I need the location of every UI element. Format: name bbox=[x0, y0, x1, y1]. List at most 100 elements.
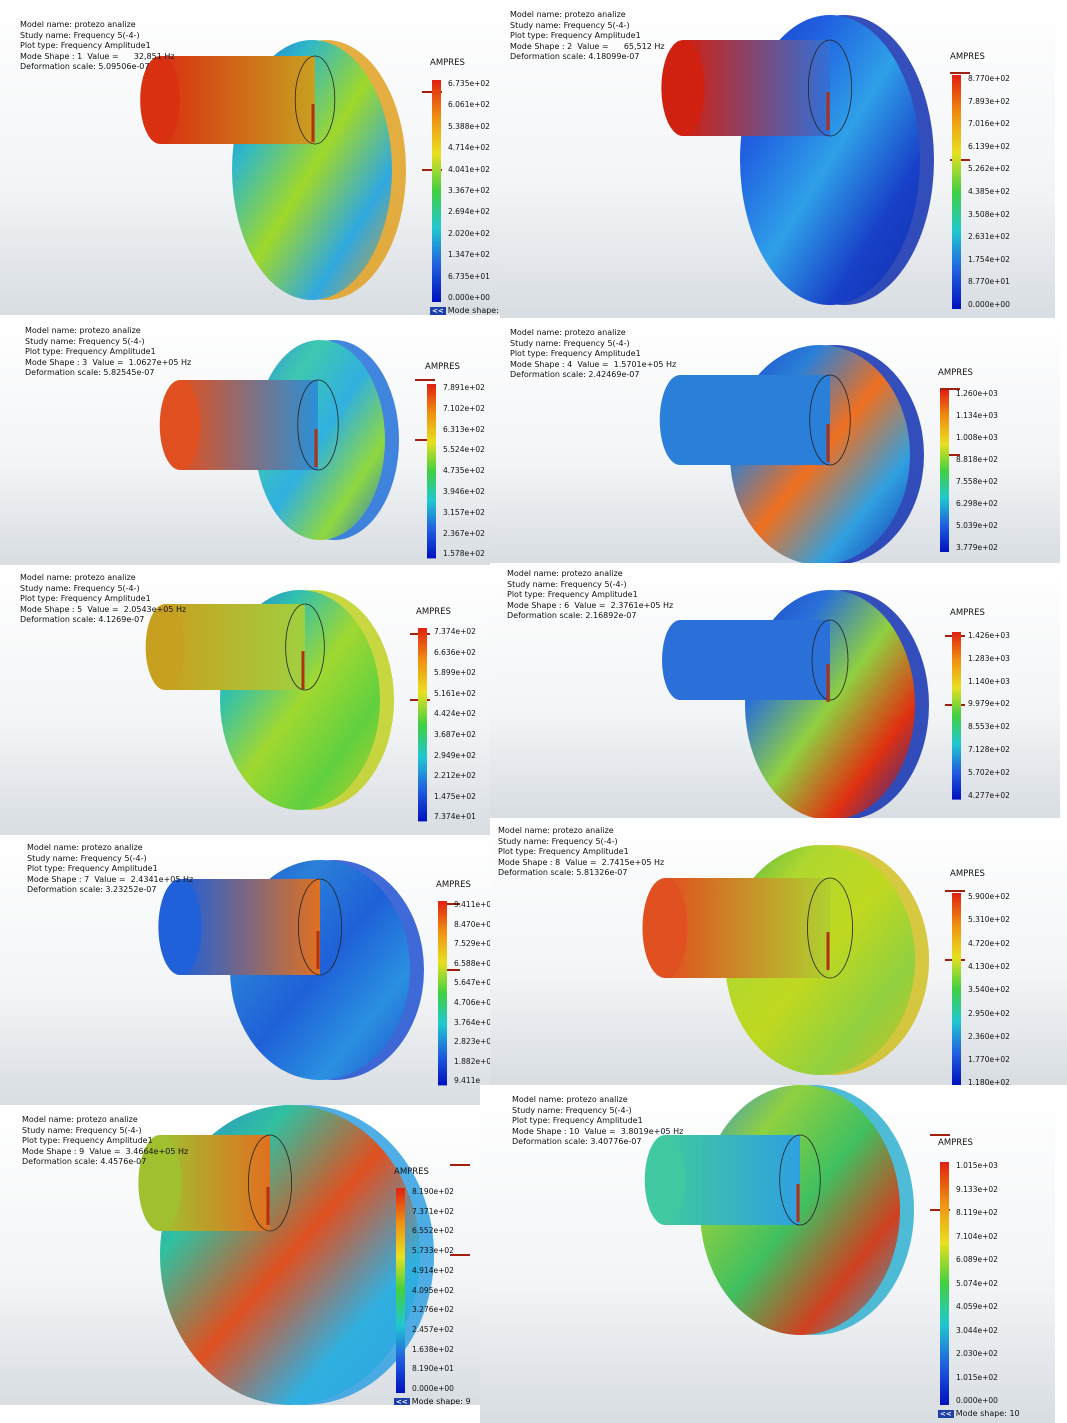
legend-label: 3.540e+02 bbox=[968, 985, 1010, 994]
legend-label: 6.298e+02 bbox=[956, 499, 998, 508]
legend-label: 2.030e+02 bbox=[956, 1349, 998, 1358]
legend-label: 4.059e+02 bbox=[956, 1302, 998, 1311]
legend-label: 2.020e+02 bbox=[448, 229, 490, 238]
legend-label: 2.360e+02 bbox=[968, 1032, 1010, 1041]
legend-label: 6.588e+0 bbox=[454, 959, 490, 968]
plot-info: Model name: protezo analizeStudy name: F… bbox=[27, 843, 193, 896]
legend-label: 1.015e+03 bbox=[956, 1161, 998, 1170]
legend-label: 7.102e+02 bbox=[443, 404, 485, 413]
color-bar bbox=[952, 632, 961, 800]
cylinder-end bbox=[662, 620, 698, 700]
legend-label: 7.529e+0 bbox=[454, 939, 490, 948]
mode-shape-label: Mode shape: 10 bbox=[956, 1409, 1020, 1418]
legend-label: 1.578e+02 bbox=[443, 549, 485, 558]
legend-label: 2.823e+0 bbox=[454, 1037, 490, 1046]
color-bar bbox=[952, 893, 961, 1085]
info-line: Deformation scale: 3.40776e-07 bbox=[512, 1137, 683, 1148]
legend-label: 7.893e+02 bbox=[968, 97, 1010, 106]
info-line: Study name: Frequency 5(-4-) bbox=[20, 31, 175, 42]
legend-label: 1.347e+02 bbox=[448, 250, 490, 259]
legend-label: 1.638e+02 bbox=[412, 1345, 454, 1354]
legend-label: 1.770e+02 bbox=[968, 1055, 1010, 1064]
info-line: Plot type: Frequency Amplitude1 bbox=[498, 847, 664, 858]
legend-label: 9.979e+02 bbox=[968, 699, 1010, 708]
cylinder bbox=[680, 375, 830, 465]
info-line: Study name: Frequency 5(-4-) bbox=[512, 1106, 683, 1117]
legend-label: 3.044e+02 bbox=[956, 1326, 998, 1335]
legend-label: 3.157e+02 bbox=[443, 508, 485, 517]
info-line: Model name: protezo analize bbox=[512, 1095, 683, 1106]
legend-label: 7.374e+01 bbox=[434, 812, 476, 821]
legend-label: 7.891e+02 bbox=[443, 383, 485, 392]
legend-label: 2.631e+02 bbox=[968, 232, 1010, 241]
legend-label: 5.262e+02 bbox=[968, 164, 1010, 173]
info-line: Mode Shape : 6 Value = 2.3761e+05 Hz bbox=[507, 601, 673, 612]
legend-label: 4.385e+02 bbox=[968, 187, 1010, 196]
legend-label: 2.694e+02 bbox=[448, 207, 490, 216]
legend-label: 8.119e+02 bbox=[956, 1208, 998, 1217]
legend-label: 1.475e+02 bbox=[434, 792, 476, 801]
legend-label: 5.039e+02 bbox=[956, 521, 998, 530]
color-bar bbox=[432, 80, 441, 302]
legend-label: 4.720e+02 bbox=[968, 939, 1010, 948]
legend-label: 4.714e+02 bbox=[448, 143, 490, 152]
info-line: Deformation scale: 5.82545e-07 bbox=[25, 368, 191, 379]
legend-label: 6.636e+02 bbox=[434, 648, 476, 657]
legend-title: AMPRES bbox=[938, 1138, 973, 1148]
cylinder bbox=[160, 56, 315, 144]
legend-label: 0.000e+00 bbox=[956, 1396, 998, 1405]
legend-label: 2.212e+02 bbox=[434, 771, 476, 780]
info-line: Mode Shape : 9 Value = 3.4664e+05 Hz bbox=[22, 1147, 188, 1158]
legend-label: 8.770e+02 bbox=[968, 74, 1010, 83]
legend-title: AMPRES bbox=[436, 880, 471, 890]
legend-label: 7.374e+02 bbox=[434, 627, 476, 636]
legend-label: 7.558e+02 bbox=[956, 477, 998, 486]
legend-label: 2.950e+02 bbox=[968, 1009, 1010, 1018]
legend-label: 3.276e+02 bbox=[412, 1305, 454, 1314]
legend-title: AMPRES bbox=[950, 869, 985, 879]
legend-label: 1.008e+03 bbox=[956, 433, 998, 442]
prev-button: << bbox=[394, 1398, 410, 1405]
legend-label: 5.524e+02 bbox=[443, 445, 485, 454]
legend-label: 4.041e+02 bbox=[448, 165, 490, 174]
legend-label: 6.735e+01 bbox=[448, 272, 490, 281]
info-line: Model name: protezo analize bbox=[25, 326, 191, 337]
legend-label: 1.882e+0 bbox=[454, 1057, 490, 1066]
legend-label: 7.371e+02 bbox=[412, 1207, 454, 1216]
legend-label: 3.764e+0 bbox=[454, 1018, 490, 1027]
info-line: Mode Shape : 4 Value = 1.5701e+05 Hz bbox=[510, 360, 676, 371]
legend-label: 0.000e+00 bbox=[968, 300, 1010, 309]
mode-shape-nav: <<Mode shape: 10 bbox=[938, 1409, 1020, 1418]
legend-label: 8.190e+01 bbox=[412, 1364, 454, 1373]
info-line: Deformation scale: 4.4576e-07 bbox=[22, 1157, 188, 1168]
legend-label: 3.508e+02 bbox=[968, 210, 1010, 219]
color-bar bbox=[940, 1162, 949, 1405]
plot-info: Model name: protezo analizeStudy name: F… bbox=[512, 1095, 683, 1148]
legend-label: 4.095e+02 bbox=[412, 1286, 454, 1295]
info-line: Plot type: Frequency Amplitude1 bbox=[20, 41, 175, 52]
info-line: Model name: protezo analize bbox=[498, 826, 664, 837]
legend-label: 6.139e+02 bbox=[968, 142, 1010, 151]
prev-button: << bbox=[938, 1410, 954, 1418]
cylinder bbox=[180, 380, 318, 470]
legend-label: 1.283e+03 bbox=[968, 654, 1010, 663]
color-bar bbox=[418, 628, 427, 821]
legend-label: 5.074e+02 bbox=[956, 1279, 998, 1288]
info-line: Deformation scale: 4.1269e-07 bbox=[20, 615, 186, 626]
info-line: Deformation scale: 4.18099e-07 bbox=[510, 52, 665, 63]
cylinder-end bbox=[160, 380, 201, 470]
info-line: Study name: Frequency 5(-4-) bbox=[498, 837, 664, 848]
mode-shape-nav: <<Mode shape: 9 bbox=[394, 1397, 471, 1405]
info-line: Plot type: Frequency Amplitude1 bbox=[510, 31, 665, 42]
info-line: Study name: Frequency 5(-4-) bbox=[510, 339, 676, 350]
color-bar bbox=[427, 384, 436, 558]
legend-label: 1.134e+03 bbox=[956, 411, 998, 420]
legend-label: 9.133e+02 bbox=[956, 1185, 998, 1194]
info-line: Plot type: Frequency Amplitude1 bbox=[20, 594, 186, 605]
legend-label: 8.190e+02 bbox=[412, 1187, 454, 1196]
